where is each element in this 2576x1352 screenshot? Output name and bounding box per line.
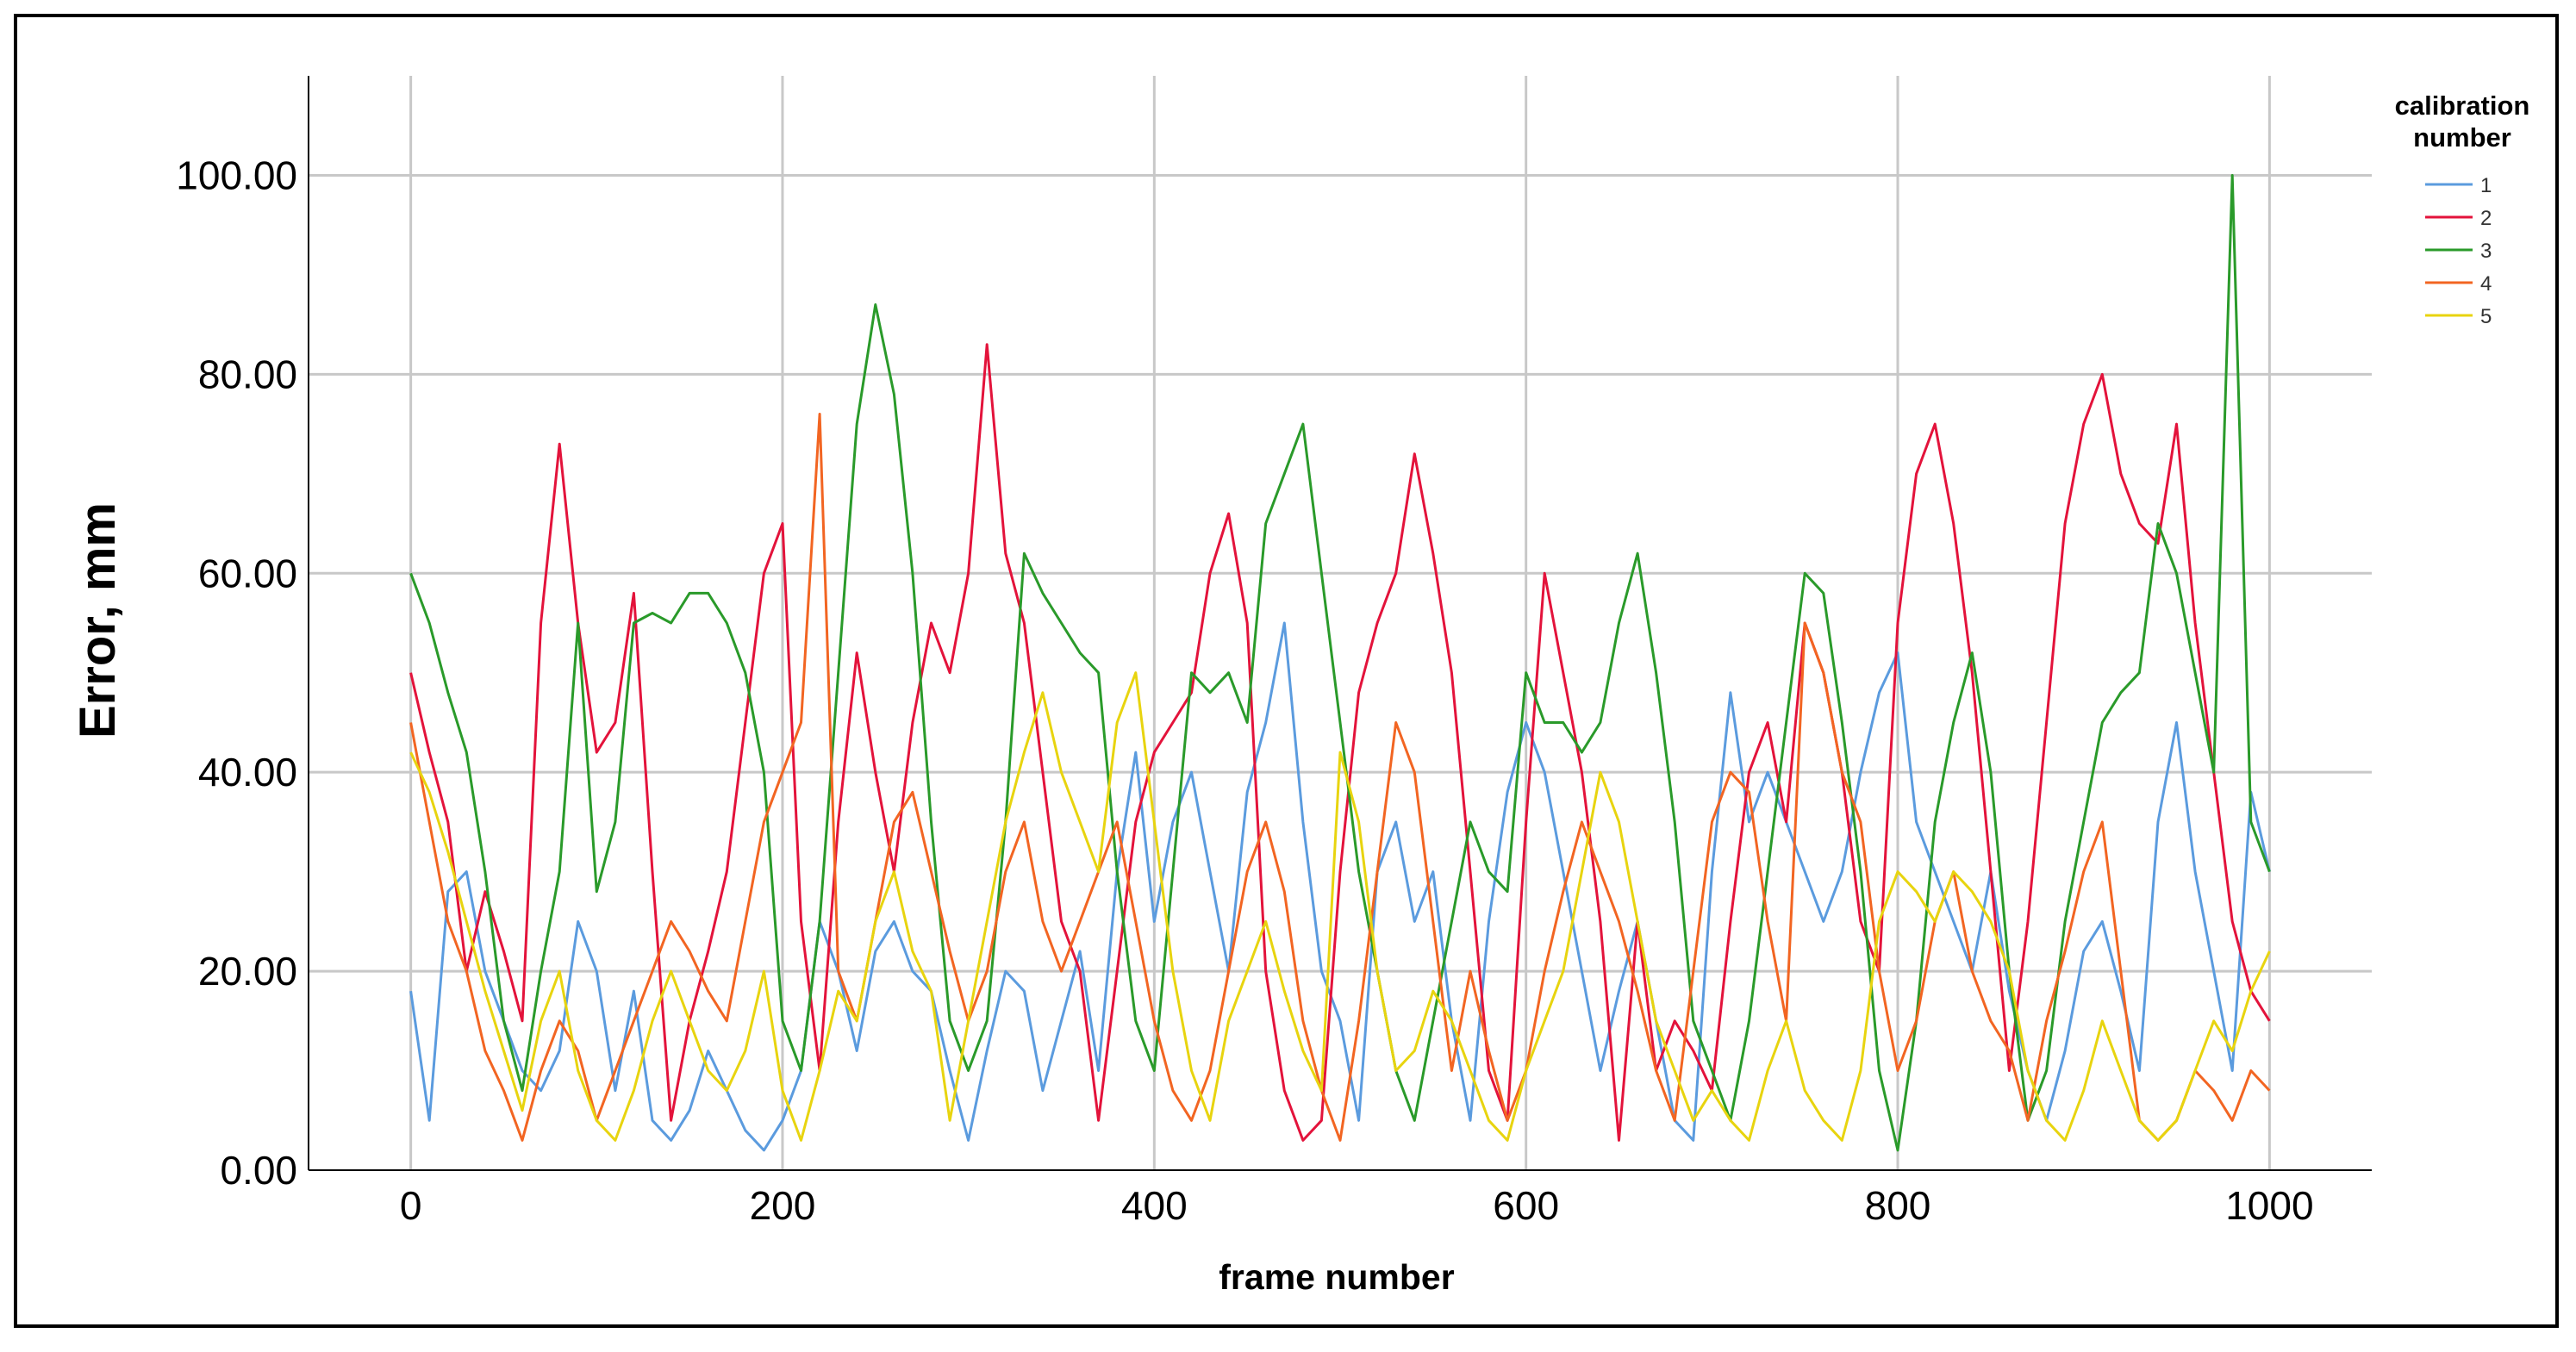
y-axis-title: Error, mm bbox=[70, 502, 126, 738]
legend-title-line2: number bbox=[2413, 122, 2511, 153]
x-tick-label: 1000 bbox=[2225, 1183, 2313, 1228]
legend-title-line1: calibration bbox=[2395, 90, 2530, 121]
y-tick-label: 40.00 bbox=[198, 750, 297, 794]
series-lines bbox=[409, 174, 2271, 1152]
y-tick-label: 100.00 bbox=[176, 153, 297, 197]
x-tick-label: 400 bbox=[1121, 1183, 1188, 1228]
x-tick-label: 800 bbox=[1865, 1183, 1931, 1228]
y-tick-label: 20.00 bbox=[198, 949, 297, 994]
grid-lines bbox=[309, 76, 2372, 1170]
x-axis-title: frame number bbox=[1219, 1257, 1454, 1297]
axes bbox=[308, 76, 2372, 1171]
y-tick-label: 80.00 bbox=[198, 352, 297, 396]
legend-label-1: 1 bbox=[2480, 174, 2492, 197]
series-line-1 bbox=[409, 621, 2271, 1152]
tick-labels: 0.00 20.00 40.00 60.00 80.00 100.00 0 200 400 600… bbox=[176, 153, 2313, 1228]
legend: calibration number 1 2 3 4 5 bbox=[2395, 90, 2530, 328]
y-tick-label: 0.00 bbox=[220, 1148, 297, 1193]
legend-label-3: 3 bbox=[2480, 240, 2492, 263]
series-line-5 bbox=[409, 671, 2271, 1142]
legend-items: 1 2 3 4 5 bbox=[2425, 174, 2492, 328]
x-tick-label: 0 bbox=[400, 1183, 422, 1228]
x-tick-label: 200 bbox=[750, 1183, 816, 1228]
legend-label-2: 2 bbox=[2480, 207, 2492, 230]
series-line-3 bbox=[409, 174, 2271, 1152]
series-line-4 bbox=[409, 413, 2271, 1142]
series-line-2 bbox=[409, 343, 2271, 1142]
x-tick-label: 600 bbox=[1493, 1183, 1559, 1228]
y-tick-label: 60.00 bbox=[198, 551, 297, 595]
legend-label-5: 5 bbox=[2480, 305, 2492, 328]
legend-label-4: 4 bbox=[2480, 272, 2492, 296]
